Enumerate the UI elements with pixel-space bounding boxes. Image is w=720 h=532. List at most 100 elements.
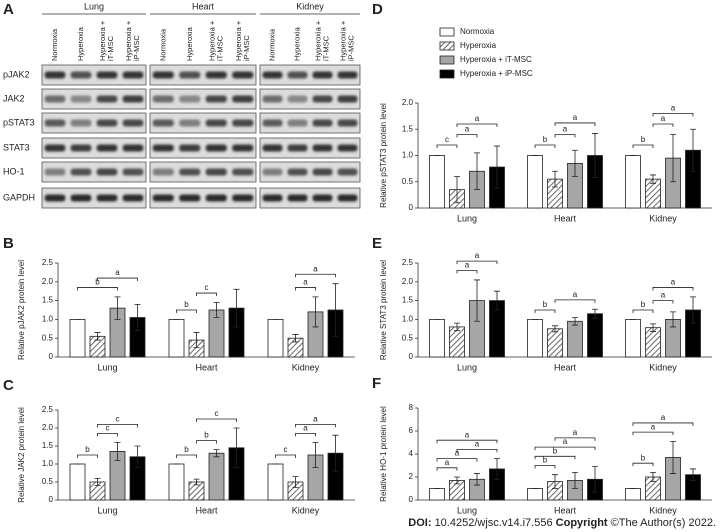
- bar: [527, 318, 543, 358]
- x-tick-label: Heart: [554, 213, 577, 223]
- doi: 10.4252/wjsc.v14.i7.556: [435, 517, 553, 529]
- blot-band: [122, 144, 144, 152]
- lane-label-box: Hyperoxia: [76, 27, 85, 61]
- blot-band: [287, 95, 308, 103]
- significance-bracket: [632, 462, 654, 467]
- legend-swatch: [439, 55, 455, 65]
- x-tick-label: Lung: [97, 505, 117, 515]
- blot-band: [44, 95, 66, 103]
- significance-label: a: [671, 104, 676, 113]
- copyright-label: Copyright: [556, 517, 608, 529]
- significance-label: a: [563, 125, 568, 134]
- y-tick-label: 2.0: [402, 98, 414, 107]
- bar: [587, 313, 603, 358]
- y-tick-label: 6: [409, 426, 414, 435]
- lane-label: Hyperoxia + iP-MSC: [233, 20, 251, 61]
- tissue-label: Lung: [84, 1, 104, 11]
- protein-label: GAPDH: [3, 192, 35, 202]
- significance-bracket: [534, 144, 556, 148]
- significance-label: c: [445, 135, 449, 144]
- y-axis-label: Relative pSTAT3 protein level: [379, 103, 388, 208]
- significance-bracket: [436, 439, 498, 444]
- error-bar: [650, 472, 656, 482]
- error-bar: [572, 472, 578, 489]
- blot-band: [179, 144, 201, 152]
- blot-band: [70, 194, 92, 202]
- blot-strip: [41, 64, 147, 86]
- y-tick-label: 0: [409, 203, 414, 212]
- significance-bracket: [97, 433, 118, 437]
- x-tick-label: Heart: [554, 362, 577, 372]
- significance-label: b: [641, 453, 646, 462]
- significance-label: a: [573, 113, 578, 122]
- bar: [429, 155, 445, 209]
- significance-bracket: [554, 134, 576, 138]
- blot-band: [152, 95, 174, 103]
- x-tick-label: Kidney: [649, 505, 677, 515]
- protein-label: pJAK2: [3, 69, 30, 79]
- significance-bracket: [652, 113, 694, 117]
- blot-band: [232, 95, 254, 103]
- x-tick-label: Kidney: [649, 362, 677, 372]
- blot-strip: [41, 112, 147, 134]
- error-bar: [332, 434, 339, 472]
- blot-band: [44, 144, 66, 152]
- significance-bracket: [196, 418, 237, 422]
- y-axis-label: Relative pJAK2 protein level: [17, 260, 26, 360]
- lane-label-box: Hyperoxia + iT-MSC: [314, 21, 331, 61]
- significance-bracket: [456, 270, 478, 274]
- blot-band: [205, 95, 227, 103]
- y-axis-label: Relative STAT3 protein level: [379, 260, 388, 360]
- error-bar: [474, 279, 480, 322]
- x-tick-label: Lung: [457, 505, 477, 515]
- x-tick-label: Heart: [195, 505, 218, 515]
- x-tick-label: Lung: [457, 362, 477, 372]
- significance-bracket: [456, 123, 498, 127]
- lane-label-box: Hyperoxia: [185, 27, 194, 61]
- blot-band: [152, 71, 174, 79]
- error-bar: [454, 476, 460, 485]
- significance-bracket: [652, 287, 694, 291]
- error-bar: [494, 458, 500, 480]
- error-bar: [312, 442, 319, 468]
- blot-band: [262, 194, 283, 202]
- blot-band: [312, 95, 333, 103]
- x-tick-label: Heart: [554, 505, 577, 515]
- significance-bracket: [97, 424, 138, 428]
- blot-band: [312, 194, 333, 202]
- significance-bracket: [632, 144, 654, 148]
- y-tick-label: 0: [409, 352, 414, 361]
- blot-band: [122, 194, 144, 202]
- bar: [267, 318, 284, 358]
- bar: [208, 452, 225, 501]
- significance-bracket: [295, 424, 336, 428]
- error-bar: [114, 296, 121, 320]
- significance-bracket: [632, 309, 654, 313]
- x-tick-label: Lung: [97, 362, 117, 372]
- blot-band: [262, 144, 283, 152]
- panel-letter: B: [3, 235, 14, 252]
- significance-label: b: [85, 445, 90, 454]
- y-tick-label: 0.5: [402, 177, 414, 186]
- lane-label: Hyperoxia: [76, 27, 85, 61]
- y-tick-label: 2.0: [42, 423, 54, 432]
- significance-label: c: [116, 415, 120, 424]
- blot-band: [44, 194, 66, 202]
- lane-label: Hyperoxia + iP-MSC: [338, 20, 356, 61]
- bar: [168, 463, 185, 501]
- blot-band: [262, 119, 283, 127]
- blot-band: [96, 95, 118, 103]
- significance-label: a: [671, 278, 676, 287]
- blot-strip: [259, 64, 361, 86]
- blot-band: [312, 119, 333, 127]
- significance-bracket: [456, 449, 498, 453]
- panel-letter: F: [372, 375, 381, 392]
- blot-strip: [259, 161, 361, 183]
- error-bar: [213, 449, 220, 458]
- blot-strip: [149, 161, 257, 183]
- y-tick-label: 2.5: [402, 258, 414, 267]
- blot-band: [262, 95, 283, 103]
- legend-label: Hyperoxia + iT-MSC: [460, 55, 532, 64]
- error-bar: [233, 427, 240, 468]
- significance-label: b: [641, 135, 646, 144]
